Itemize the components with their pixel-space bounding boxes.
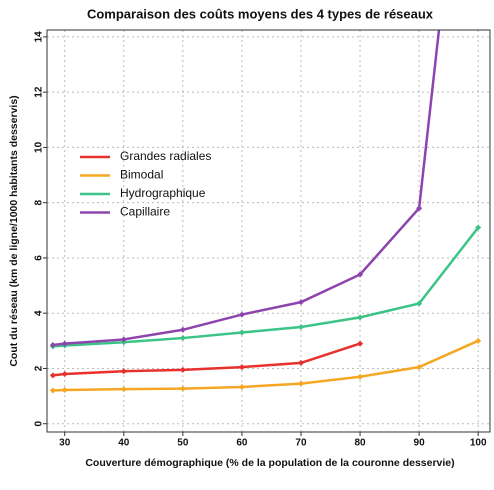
y-tick-label: 14 — [34, 31, 45, 43]
x-tick-label: 40 — [118, 438, 130, 449]
legend-label: Capillaire — [120, 205, 170, 219]
data-point — [61, 370, 68, 377]
x-tick-label: 80 — [354, 438, 366, 449]
data-point — [61, 387, 68, 394]
data-point — [416, 300, 423, 307]
x-tick-label: 90 — [414, 438, 426, 449]
data-point — [357, 314, 364, 321]
data-point — [179, 366, 186, 373]
grid — [47, 30, 490, 432]
data-point — [238, 364, 245, 371]
y-tick-label: 10 — [34, 141, 45, 153]
y-tick-label: 0 — [34, 420, 45, 426]
x-tick-label: 70 — [295, 438, 307, 449]
data-point — [475, 224, 482, 231]
data-point — [179, 385, 186, 392]
data-point — [357, 271, 364, 278]
chart-title: Comparaison des coûts moyens des 4 types… — [87, 6, 434, 21]
data-point — [120, 336, 127, 343]
data-point — [120, 368, 127, 375]
x-tick-label: 60 — [236, 438, 248, 449]
x-tick-label: 100 — [470, 438, 487, 449]
plot-area — [49, 30, 482, 394]
data-point — [416, 205, 423, 212]
data-point — [297, 359, 304, 366]
data-point — [49, 341, 56, 348]
data-point — [357, 373, 364, 380]
data-point — [49, 372, 56, 379]
legend-label: Grandes radiales — [120, 149, 211, 163]
y-tick-label: 6 — [34, 255, 45, 261]
x-tick-label: 30 — [59, 438, 71, 449]
data-point — [297, 299, 304, 306]
y-tick-label: 2 — [34, 365, 45, 371]
x-tick-label: 50 — [177, 438, 189, 449]
legend-label: Hydrographique — [120, 186, 206, 200]
data-point — [297, 324, 304, 331]
data-point — [297, 380, 304, 387]
data-point — [179, 326, 186, 333]
legend-label: Bimodal — [120, 168, 163, 182]
data-point — [475, 337, 482, 344]
data-point — [179, 335, 186, 342]
y-tick-label: 12 — [34, 86, 45, 98]
data-point — [416, 364, 423, 371]
y-axis-label: Cout du réseau (km de ligne/1000 habitan… — [8, 95, 20, 366]
data-point — [238, 383, 245, 390]
x-axis-label: Couverture démographique (% de la popula… — [85, 457, 454, 469]
plot-frame — [46, 29, 491, 433]
series-line — [52, 226, 480, 348]
data-point — [61, 340, 68, 347]
data-point — [238, 311, 245, 318]
data-point — [49, 387, 56, 394]
legend: Grandes radiales Bimodal Hydrographique Cap… — [80, 149, 211, 219]
y-tick-label: 4 — [34, 310, 45, 316]
y-tick-label: 8 — [34, 199, 45, 205]
data-point — [357, 340, 364, 347]
series-line — [52, 342, 361, 377]
data-point — [120, 386, 127, 393]
data-point — [238, 329, 245, 336]
series-line — [52, 30, 441, 347]
